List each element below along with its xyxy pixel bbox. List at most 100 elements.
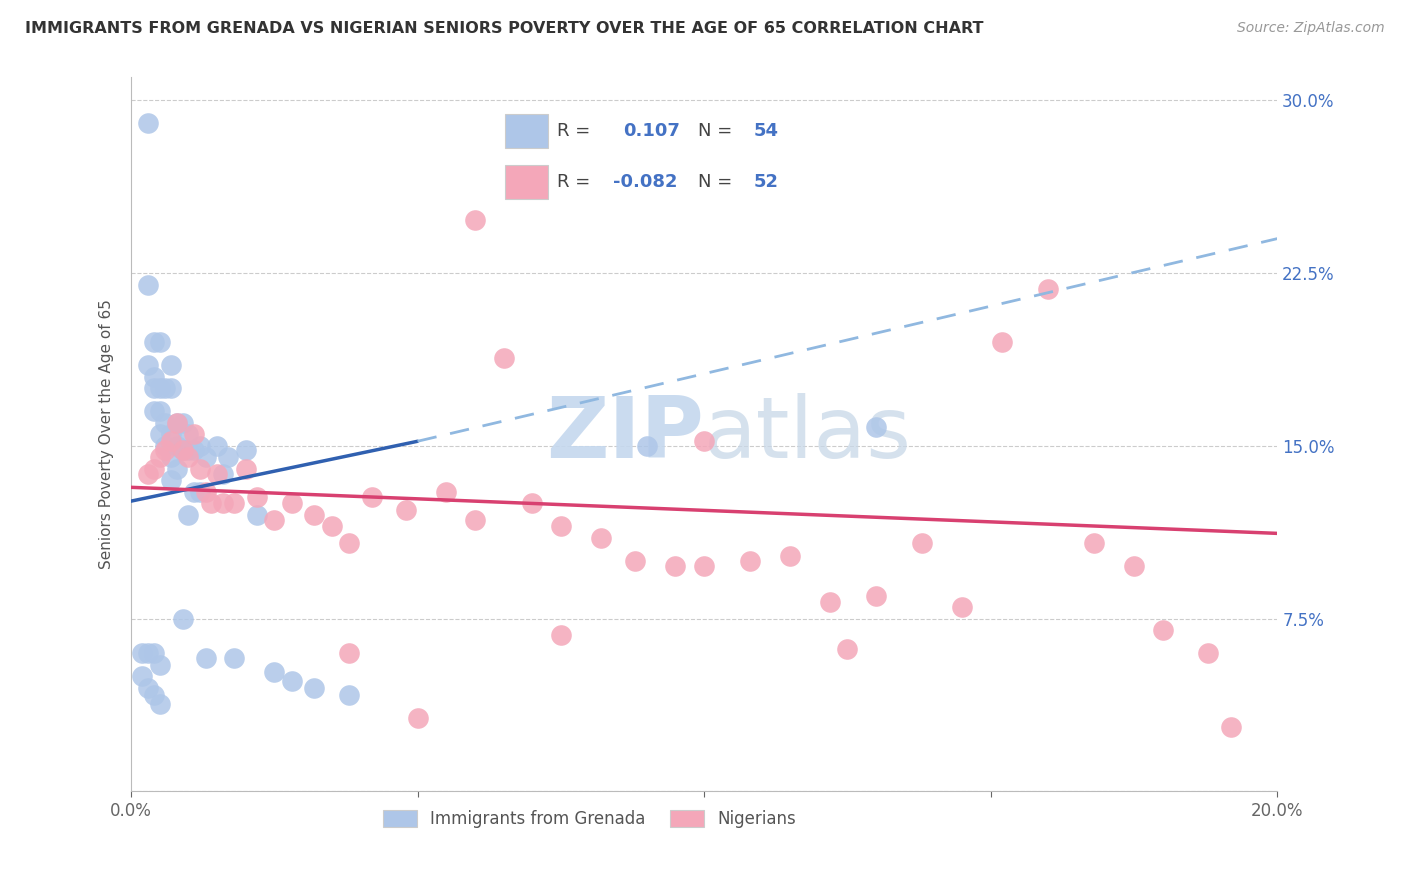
Point (263, 665, 285, 679)
Point (235, 462, 257, 476)
Point (522, 496, 544, 510)
Point (304, 508, 326, 522)
Point (550, 519, 572, 533)
Point (550, 628, 572, 642)
Y-axis label: Seniors Poverty Over the Age of 65: Seniors Poverty Over the Age of 65 (100, 300, 114, 569)
Point (624, 554, 647, 568)
Text: atlas: atlas (704, 392, 912, 475)
Point (224, 496, 246, 510)
Point (246, 508, 269, 522)
Point (1083, 535, 1105, 549)
Point (205, 467, 228, 481)
Point (172, 443, 194, 458)
Point (131, 646, 153, 660)
Point (818, 595, 841, 609)
Point (434, 484, 457, 499)
Point (136, 116, 159, 130)
Point (406, 710, 429, 724)
Point (321, 519, 343, 533)
Point (155, 416, 177, 430)
Point (865, 589, 887, 603)
Point (837, 641, 859, 656)
Point (280, 673, 302, 688)
Point (360, 490, 382, 504)
Point (464, 213, 486, 227)
Point (188, 439, 211, 453)
Point (200, 496, 222, 510)
Point (160, 359, 183, 373)
Point (142, 369, 165, 384)
Point (211, 496, 233, 510)
Point (194, 450, 217, 465)
Point (1036, 282, 1059, 296)
Point (217, 450, 239, 465)
Point (160, 450, 183, 465)
Text: IMMIGRANTS FROM GRENADA VS NIGERIAN SENIORS POVERTY OVER THE AGE OF 65 CORRELATI: IMMIGRANTS FROM GRENADA VS NIGERIAN SENI… (25, 21, 984, 37)
Point (149, 427, 172, 442)
Point (183, 427, 205, 442)
Point (188, 484, 211, 499)
Point (149, 657, 172, 672)
Point (142, 381, 165, 395)
Point (738, 554, 761, 568)
Point (155, 443, 177, 458)
Point (172, 416, 194, 430)
Point (1123, 558, 1146, 573)
Point (131, 669, 153, 683)
Point (194, 484, 217, 499)
Point (1220, 720, 1243, 734)
Point (136, 277, 159, 292)
Point (166, 439, 188, 453)
Point (224, 650, 246, 665)
Point (492, 351, 515, 366)
Point (693, 558, 716, 573)
Point (205, 439, 228, 453)
Text: ZIP: ZIP (547, 392, 704, 475)
Point (142, 335, 165, 350)
Point (991, 335, 1014, 350)
Point (149, 381, 172, 395)
Point (211, 467, 233, 481)
Point (464, 512, 486, 526)
Point (779, 549, 801, 564)
Point (177, 450, 200, 465)
Point (160, 434, 183, 449)
Point (160, 427, 183, 442)
Legend: Immigrants from Grenada, Nigerians: Immigrants from Grenada, Nigerians (377, 803, 803, 834)
Point (155, 439, 177, 453)
Point (395, 503, 418, 517)
Point (280, 496, 302, 510)
Point (183, 443, 205, 458)
Point (149, 335, 172, 350)
Point (911, 535, 934, 549)
Point (865, 420, 887, 434)
Point (183, 484, 205, 499)
Point (194, 650, 217, 665)
Point (142, 462, 165, 476)
Point (1152, 623, 1174, 637)
Point (136, 359, 159, 373)
Point (693, 434, 716, 449)
Point (149, 450, 172, 465)
Point (337, 688, 360, 702)
Point (136, 467, 159, 481)
Point (136, 646, 159, 660)
Point (337, 535, 360, 549)
Point (160, 381, 183, 395)
Point (136, 681, 159, 695)
Point (950, 600, 973, 615)
Point (149, 404, 172, 418)
Point (142, 404, 165, 418)
Point (235, 443, 257, 458)
Point (172, 443, 194, 458)
Point (177, 508, 200, 522)
Point (172, 611, 194, 625)
Point (177, 427, 200, 442)
Point (589, 531, 612, 545)
Point (1198, 646, 1220, 660)
Point (166, 416, 188, 430)
Point (166, 462, 188, 476)
Point (177, 443, 200, 458)
Text: Source: ZipAtlas.com: Source: ZipAtlas.com (1237, 21, 1385, 36)
Point (636, 439, 658, 453)
